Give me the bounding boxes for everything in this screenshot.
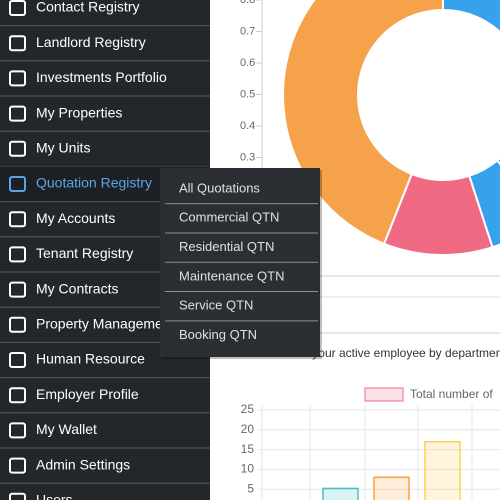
y-tick-label: 0.3 (240, 151, 255, 163)
submenu-item[interactable]: Service QTN (179, 298, 253, 313)
menu-icon (9, 35, 26, 52)
doughnut-segment (442, 0, 500, 166)
y-tick-label: 0.5 (240, 88, 255, 100)
submenu-item[interactable]: Booking QTN (179, 327, 257, 342)
menu-icon (9, 457, 26, 474)
menu-icon (9, 140, 26, 157)
menu-icon (9, 422, 26, 439)
y-tick-label: 10 (241, 462, 255, 476)
menu-item[interactable]: Users (36, 492, 73, 500)
menu-icon (9, 70, 26, 87)
y-tick-label: 15 (241, 442, 255, 456)
menu-icon (9, 105, 26, 122)
menu-item[interactable]: My Accounts (36, 210, 115, 226)
y-tick-label: 0.8 (240, 0, 255, 6)
menu-icon (9, 352, 26, 368)
y-tick-label: 20 (241, 422, 255, 436)
menu-icon (9, 316, 26, 333)
menu-item[interactable]: Contact Registry (36, 0, 139, 15)
menu-icon (9, 281, 26, 298)
menu-item[interactable]: My Units (36, 140, 90, 156)
y-tick-label: 0.4 (240, 120, 255, 132)
menu-icon (9, 0, 26, 16)
y-tick-label: 25 (241, 402, 255, 416)
menu-icon (9, 387, 26, 404)
doughnut-segment (282, 0, 444, 246)
menu-icon (9, 211, 26, 228)
menu-item[interactable]: My Wallet (36, 421, 97, 437)
menu-item[interactable]: Tenant Registry (36, 245, 133, 261)
menu-item[interactable]: My Properties (36, 104, 122, 120)
submenu-item[interactable]: Commercial QTN (179, 210, 279, 225)
menu-icon (9, 176, 26, 192)
menu-item[interactable]: Human Resource (36, 351, 145, 367)
y-tick-label: 0.6 (240, 57, 255, 69)
menu-icon (9, 246, 26, 263)
submenu-item[interactable]: Maintenance QTN (179, 268, 285, 283)
menu-item[interactable]: Quotation Registry (36, 175, 152, 191)
y-tick-label: 5 (247, 481, 254, 495)
bar (322, 487, 359, 500)
menu-item[interactable]: Employer Profile (36, 386, 139, 402)
menu-item[interactable]: My Contracts (36, 280, 118, 296)
menu-item[interactable]: Admin Settings (36, 456, 130, 472)
menu-icon (9, 492, 26, 500)
menu-item[interactable]: Property Management (36, 316, 175, 332)
legend-swatch (364, 387, 404, 402)
bar (424, 440, 461, 500)
bar (373, 476, 410, 500)
legend-label: Total number of (410, 387, 493, 401)
submenu-item[interactable]: All Quotations (179, 180, 260, 195)
submenu-item[interactable]: Residential QTN (179, 239, 274, 254)
y-tick-label: 0.7 (240, 25, 255, 37)
menu-item[interactable]: Landlord Registry (36, 34, 146, 50)
menu-item[interactable]: Investments Portfolio (36, 69, 167, 85)
